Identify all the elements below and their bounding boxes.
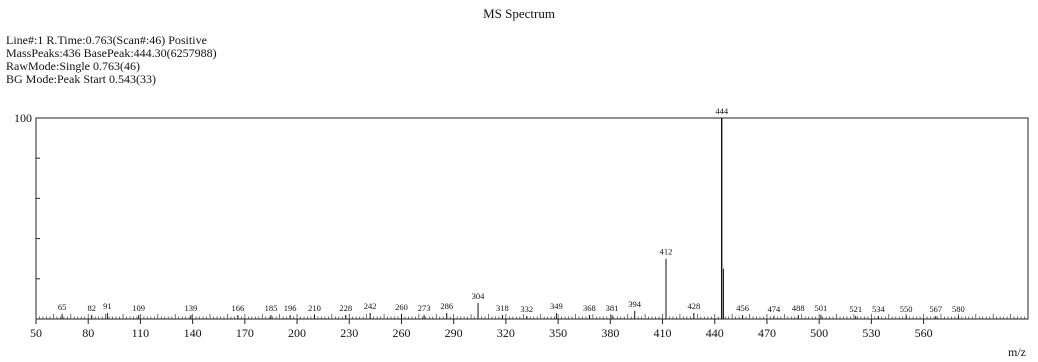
peak-label: 488	[792, 303, 805, 313]
scan-info-line-2: MassPeaks:436 BasePeak:444.30(6257988)	[6, 46, 217, 60]
peak-label: 580	[952, 304, 965, 314]
scan-info-line-1: Line#:1 R.Time:0.763(Scan#:46) Positive	[6, 33, 207, 47]
peak-label: 412	[660, 247, 673, 257]
x-tick-label: 230	[340, 326, 358, 340]
peak-label: 273	[418, 303, 431, 313]
peak-label: 242	[364, 301, 377, 311]
peak-label: 166	[232, 303, 245, 313]
peak-label: 82	[87, 303, 96, 313]
peak-label: 368	[583, 303, 596, 313]
x-tick-label: 320	[497, 326, 515, 340]
peak-label: 286	[440, 301, 453, 311]
peak-label: 550	[900, 304, 913, 314]
x-tick-label: 470	[758, 326, 776, 340]
peak-label: 139	[185, 303, 198, 313]
x-tick-label: 350	[549, 326, 567, 340]
x-tick-label: 500	[810, 326, 828, 340]
peak-label: 474	[768, 304, 782, 314]
peak-label: 444	[715, 106, 729, 116]
peak-label: 521	[849, 304, 862, 314]
peak-label: 91	[103, 301, 112, 311]
x-tick-label: 50	[30, 326, 42, 340]
peak-label: 394	[628, 299, 642, 309]
peak-label: 318	[496, 303, 509, 313]
scan-info-line-3: RawMode:Single 0.763(46)	[6, 59, 140, 73]
scan-info-line-4: BG Mode:Peak Start 0.543(33)	[6, 72, 156, 86]
peak-label: 210	[308, 303, 321, 313]
peak-label: 381	[606, 303, 619, 313]
x-tick-label: 140	[184, 326, 202, 340]
x-axis-label: m/z	[1008, 345, 1026, 359]
x-tick-label: 80	[82, 326, 94, 340]
peak-label: 428	[687, 301, 700, 311]
peak-label: 456	[736, 303, 749, 313]
x-tick-label: 260	[392, 326, 410, 340]
scan-info: Line#:1 R.Time:0.763(Scan#:46) Positive …	[6, 34, 217, 86]
peak-label: 332	[520, 304, 533, 314]
x-tick-label: 290	[445, 326, 463, 340]
peak-label: 228	[339, 303, 352, 313]
x-tick-label: 530	[862, 326, 880, 340]
peak-label: 109	[132, 303, 145, 313]
x-tick-label: 440	[706, 326, 724, 340]
peak-label: 534	[872, 304, 886, 314]
x-tick-label: 200	[288, 326, 306, 340]
x-tick-label: 410	[654, 326, 672, 340]
x-tick-label: 380	[601, 326, 619, 340]
peak-label: 567	[929, 304, 942, 314]
peak-label: 501	[815, 303, 828, 313]
peak-label: 65	[58, 302, 67, 312]
x-tick-label: 110	[132, 326, 150, 340]
x-tick-label: 170	[236, 326, 254, 340]
peak-label: 185	[265, 303, 278, 313]
peak-label: 349	[550, 301, 563, 311]
peak-label: 304	[472, 291, 486, 301]
y-axis-top-label: 100	[14, 111, 32, 125]
peak-label: 260	[395, 302, 408, 312]
plot-frame	[35, 117, 1029, 320]
x-tick-label: 560	[915, 326, 933, 340]
chart-title: MS Spectrum	[483, 6, 555, 21]
peak-label: 196	[284, 303, 297, 313]
